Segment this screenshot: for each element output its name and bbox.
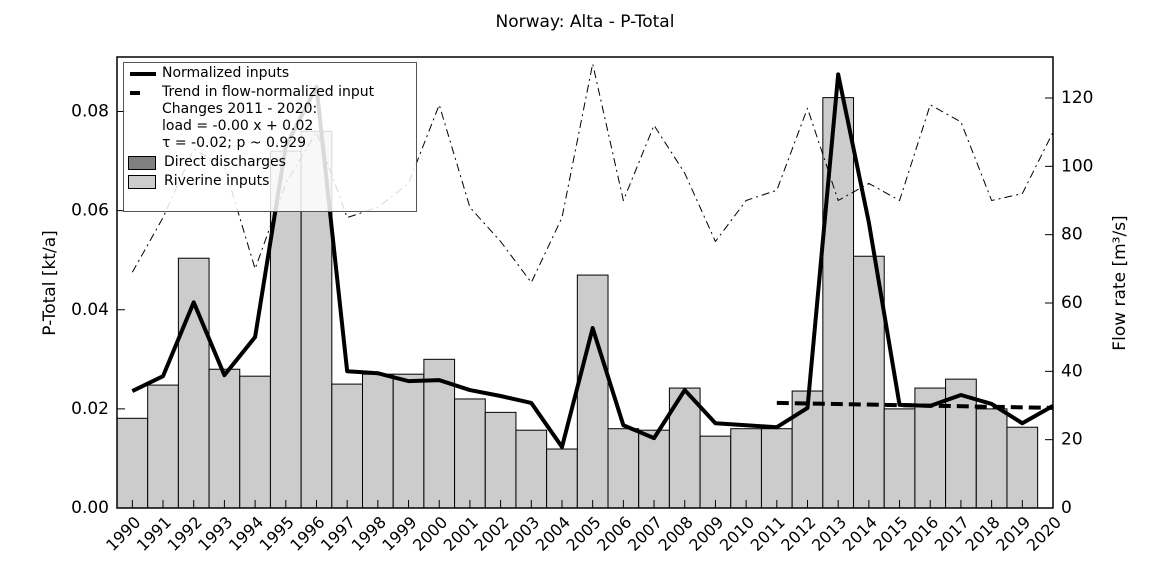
legend-label: Riverine inputs [164,173,270,189]
bar [607,428,640,509]
bar [116,417,149,509]
legend-key [128,156,156,170]
x-tick-label: 1990 [102,513,144,555]
legend-key [128,65,162,81]
bar [515,429,548,509]
legend-entry: Direct discharges [128,154,412,171]
x-tick-label: 1996 [286,513,328,555]
bar [177,257,210,509]
bar [853,255,885,509]
y-tick-label: 0.08 [71,102,109,122]
bar [331,383,364,509]
x-tick-label: 2012 [777,513,819,555]
x-tick-label: 1997 [317,513,359,555]
bar [454,398,486,509]
x-tick-label: 1999 [378,513,420,555]
y2-tick-label: 40 [1061,361,1083,381]
x-tick-label: 2007 [624,513,666,555]
legend-key [128,175,156,189]
x-tick-label: 2006 [593,513,635,555]
y-axis-label: P-Total [kt/a] [40,230,60,335]
bar [208,368,241,509]
legend-entry: Trend in flow-normalized input Changes 2… [128,84,412,152]
y-tick-label: 0.00 [71,498,109,518]
x-tick-label: 1998 [348,513,390,555]
x-tick-label: 2001 [440,513,482,555]
y2-tick-label: 100 [1061,156,1093,176]
bar [883,408,916,509]
x-tick-label: 1994 [225,513,267,555]
y-tick-label: 0.06 [71,201,109,221]
bar [484,411,517,509]
x-tick-label: 2015 [869,513,911,555]
x-tick-label: 2018 [961,513,1003,555]
bar [638,429,670,509]
y-tick-label: 0.04 [71,300,109,320]
chart-title: Norway: Alta - P-Total [496,12,675,32]
bar [362,373,394,509]
x-tick-label: 2003 [501,513,543,555]
x-tick-label: 2017 [931,513,973,555]
x-tick-label: 2019 [992,513,1034,555]
bar [239,375,271,509]
bar [546,448,578,509]
y2-axis-label: Flow rate [m³/s] [1110,215,1130,350]
legend-entry: Riverine inputs [128,173,412,190]
legend-label: Direct discharges [164,154,286,170]
bar [699,435,732,509]
y2-tick-label: 20 [1061,430,1083,450]
y2-tick-label: 80 [1061,225,1083,245]
y2-tick-label: 0 [1061,498,1072,518]
x-tick-label: 2002 [470,513,512,555]
y2-tick-label: 60 [1061,293,1083,313]
legend: Normalized inputs Trend in flow-normalize… [123,62,417,212]
bar [730,428,762,509]
x-tick-label: 2000 [409,513,451,555]
bar [392,373,425,509]
x-tick-label: 2004 [532,513,574,555]
x-tick-label: 1995 [256,513,298,555]
plot-frame [116,56,1054,509]
bar [914,387,947,509]
legend-key [128,84,162,100]
bar [975,408,1008,509]
legend-label: Normalized inputs [162,65,290,81]
bar [760,428,793,509]
bar [822,97,855,509]
bar [1006,426,1039,509]
x-tick-label: 2014 [839,513,881,555]
x-tick-label: 1992 [164,513,206,555]
x-tick-label: 2008 [655,513,697,555]
legend-label: Trend in flow-normalized input Changes 2… [162,84,375,151]
x-tick-label: 2005 [562,513,604,555]
x-tick-label: 2011 [747,513,789,555]
x-tick-label: 2016 [900,513,942,555]
x-tick-label: 2009 [685,513,727,555]
line [131,63,1054,283]
x-tick-label: 2010 [716,513,758,555]
x-tick-label: 2013 [808,513,850,555]
y-tick-label: 0.02 [71,399,109,419]
x-tick-label: 2020 [1023,513,1065,555]
bar [147,384,179,509]
bar [576,274,609,509]
x-tick-label: 1993 [194,513,236,555]
line [776,400,1054,410]
x-tick-label: 1991 [133,513,175,555]
legend-entry: Normalized inputs [128,65,412,82]
y2-tick-label: 120 [1061,88,1093,108]
